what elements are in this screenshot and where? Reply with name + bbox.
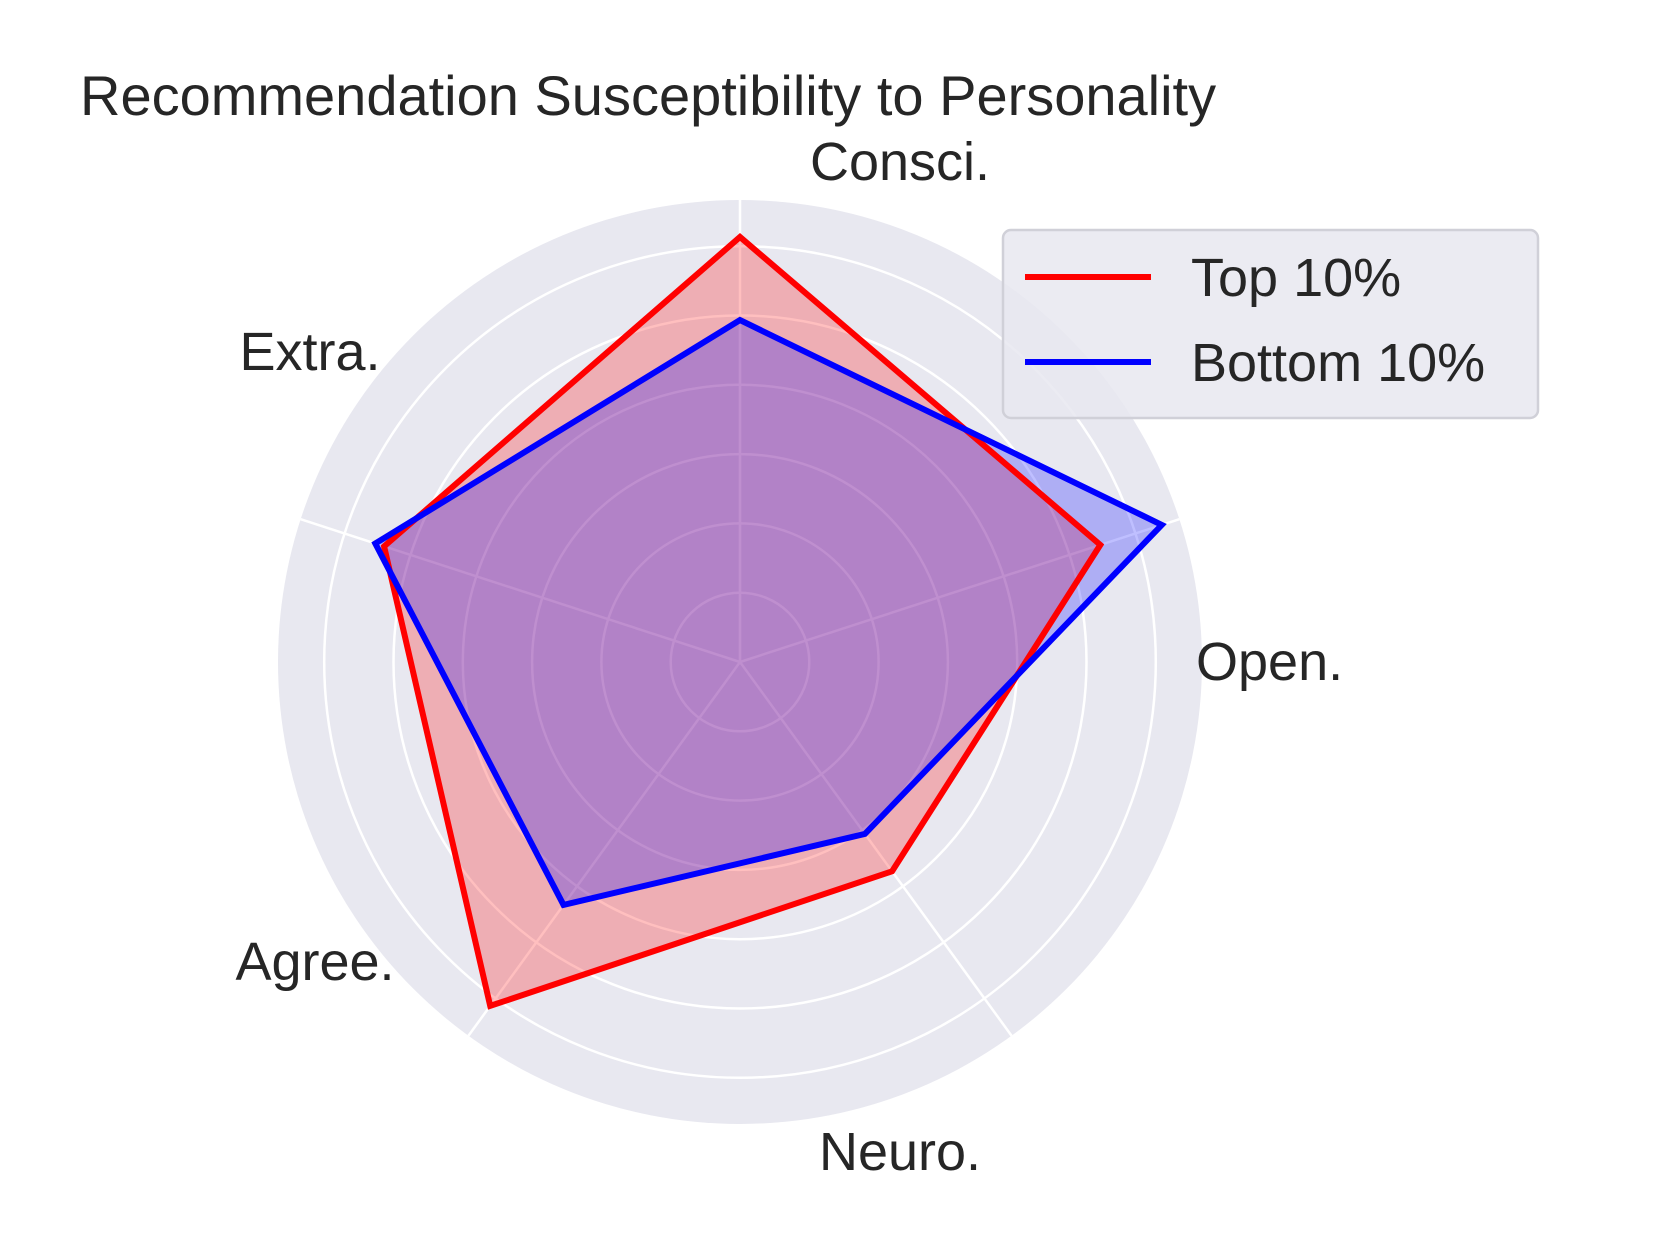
category-label: Open. — [1196, 632, 1343, 692]
series-line — [380, 233, 1105, 1010]
category-label: Neuro. — [819, 1122, 981, 1182]
grid-spoke — [739, 518, 1180, 664]
legend: Top 10% Bottom 10% — [1001, 228, 1540, 420]
grid-spoke — [467, 661, 742, 1037]
grid-spoke — [738, 661, 1013, 1037]
category-label: Agree. — [235, 932, 394, 992]
series-fill — [375, 320, 1162, 905]
legend-label: Top 10% — [1191, 248, 1401, 308]
series-line — [371, 316, 1167, 909]
category-label: Extra. — [239, 322, 380, 382]
legend-label: Bottom 10% — [1191, 333, 1485, 393]
category-label: Consci. — [810, 132, 990, 192]
plot-area: Open. Consci. Extra. Agree. Neuro. — [235, 132, 1343, 1182]
chart-title: Recommendation Susceptibility to Persona… — [80, 64, 1216, 127]
